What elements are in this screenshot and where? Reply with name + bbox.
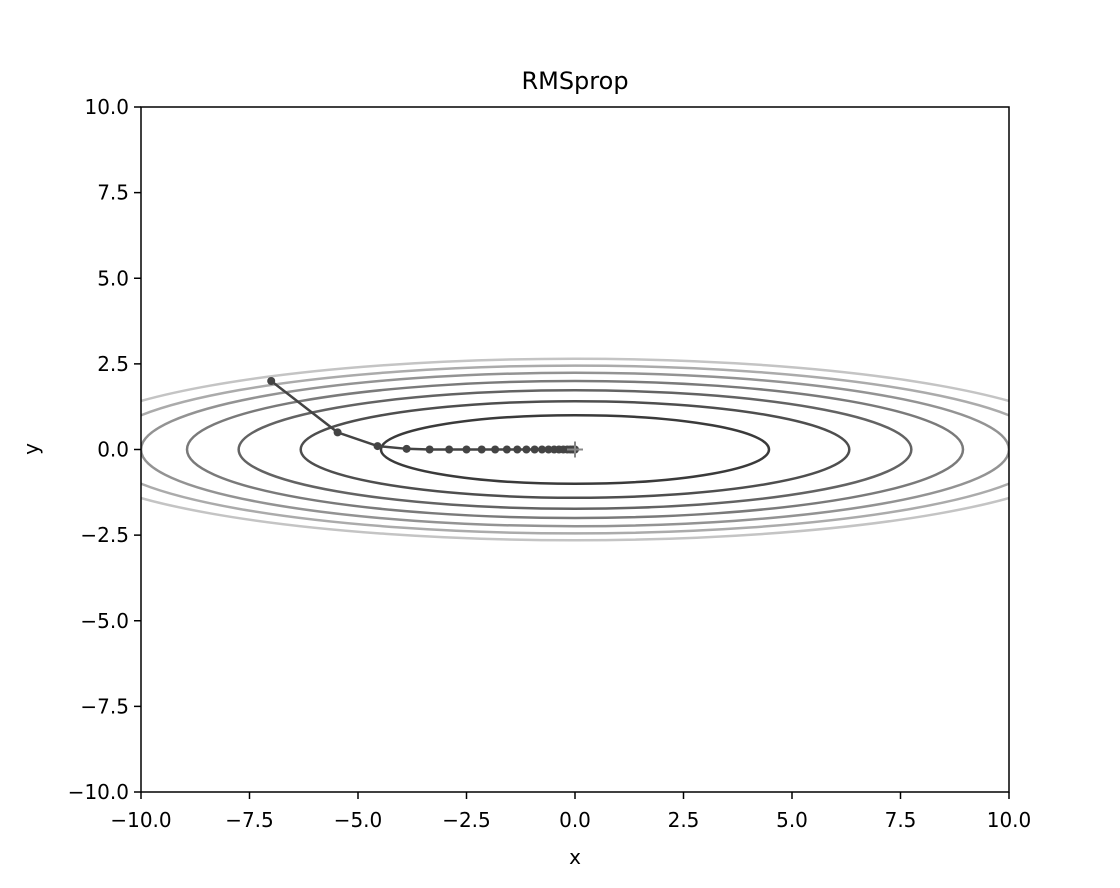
x-tick-label-3: −2.5 xyxy=(442,808,491,832)
trajectory-point-9 xyxy=(502,445,511,454)
y-axis-ticks: −10.0 −7.5 −5.0 −2.5 0.0 2.5 5.0 7.5 10.0 xyxy=(68,95,141,804)
trajectory-point-8 xyxy=(491,445,500,454)
contour-ellipse-1 xyxy=(299,399,851,500)
y-tick-label-2: −5.0 xyxy=(80,609,129,633)
contour-ellipse-0 xyxy=(379,414,771,485)
trajectory-point-12 xyxy=(530,445,539,454)
contour-ellipse-6 xyxy=(141,357,1009,542)
x-tick-label-8: 10.0 xyxy=(987,808,1032,832)
y-tick-label-6: 5.0 xyxy=(97,266,129,290)
trajectory-point-6 xyxy=(462,445,471,454)
contour-ellipse-3 xyxy=(185,379,965,520)
contour-lines xyxy=(141,357,1009,542)
y-tick-label-4: 0.0 xyxy=(97,438,129,462)
trajectory-point-10 xyxy=(513,445,522,454)
trajectory-point-5 xyxy=(445,445,454,454)
contour-ellipse-4 xyxy=(141,371,1009,528)
trajectory-point-14 xyxy=(544,445,553,454)
x-tick-label-4: 0.0 xyxy=(559,808,591,832)
trajectory-point-2 xyxy=(373,442,382,451)
contour-ellipse-5 xyxy=(141,364,1009,535)
contour-ellipse-2 xyxy=(237,388,913,511)
y-tick-label-7: 7.5 xyxy=(97,181,129,205)
y-tick-label-0: −10.0 xyxy=(68,780,129,804)
x-tick-label-1: −7.5 xyxy=(225,808,274,832)
y-axis-title: y xyxy=(19,443,43,455)
trajectory-point-7 xyxy=(477,445,486,454)
trajectory-point-13 xyxy=(538,445,547,454)
trajectory-point-3 xyxy=(402,444,411,453)
y-tick-label-3: −2.5 xyxy=(80,523,129,547)
x-axis-title: x xyxy=(569,845,581,869)
trajectory-point-4 xyxy=(425,445,434,454)
x-tick-label-2: −5.0 xyxy=(334,808,383,832)
x-axis-ticks: −10.0 −7.5 −5.0 −2.5 0.0 2.5 5.0 7.5 10.0 xyxy=(110,792,1031,832)
x-tick-label-7: 7.5 xyxy=(885,808,917,832)
trajectory-point-1 xyxy=(333,428,342,437)
chart-title: RMSprop xyxy=(521,67,628,95)
trajectory-point-11 xyxy=(522,445,531,454)
y-tick-label-8: 10.0 xyxy=(84,95,129,119)
optimizer-trajectory xyxy=(267,377,579,454)
trajectory-point-0 xyxy=(267,377,276,385)
x-tick-label-6: 5.0 xyxy=(776,808,808,832)
x-tick-label-0: −10.0 xyxy=(110,808,171,832)
x-tick-label-5: 2.5 xyxy=(668,808,700,832)
y-tick-label-1: −7.5 xyxy=(80,694,129,718)
y-tick-label-5: 2.5 xyxy=(97,352,129,376)
minimum-marker xyxy=(567,441,583,458)
